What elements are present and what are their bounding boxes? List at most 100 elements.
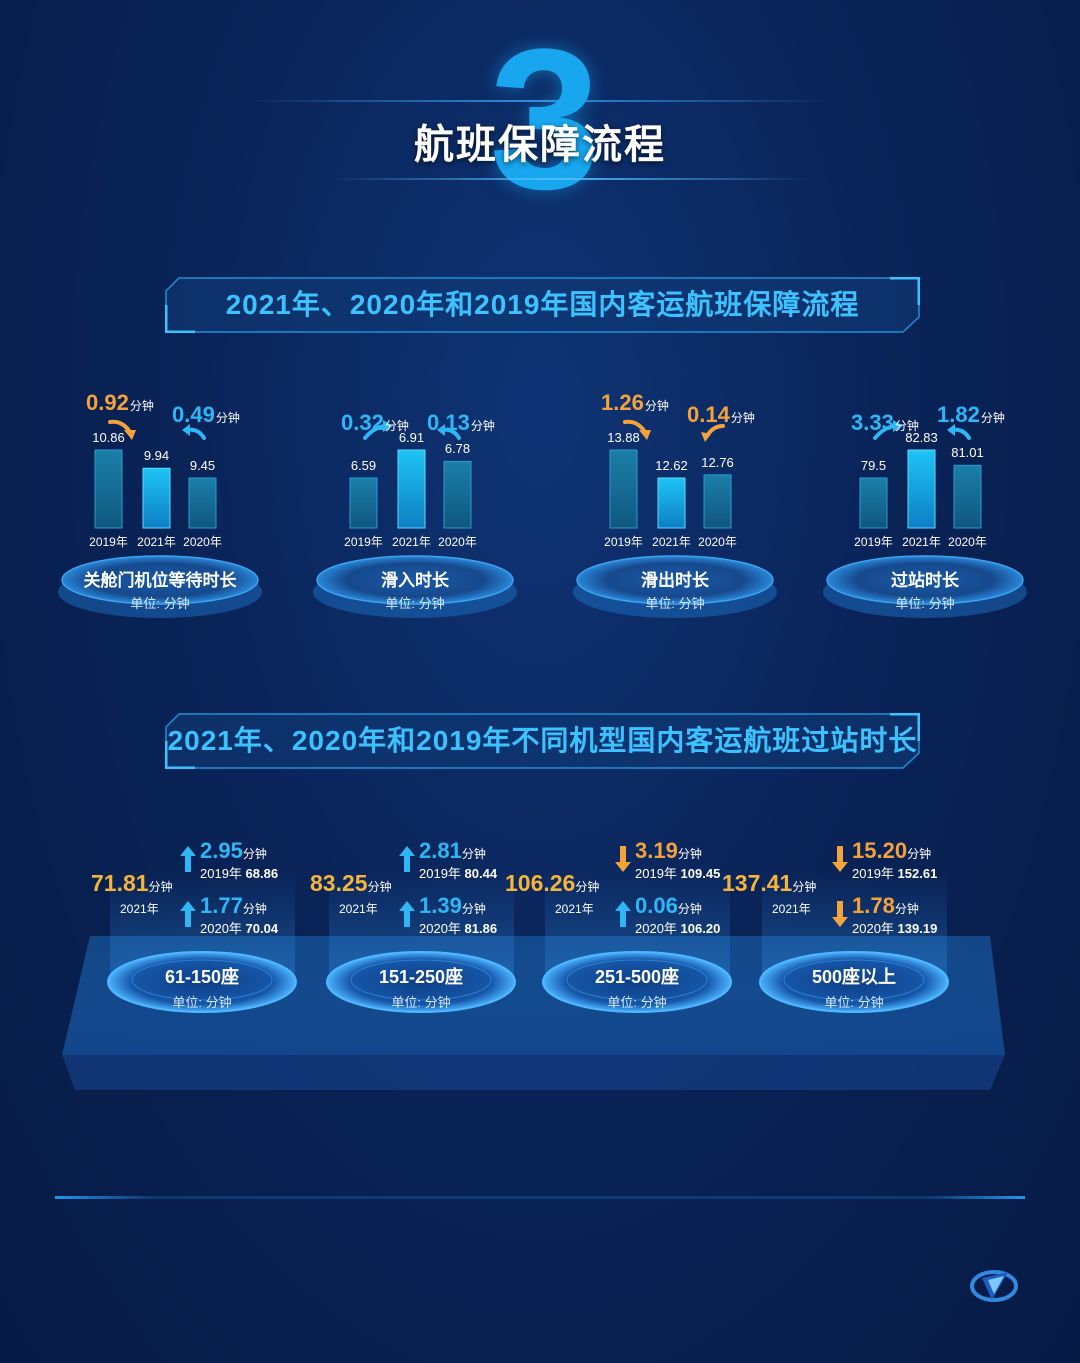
seat-change-number: 2.81	[419, 838, 462, 863]
change-value: 0.13分钟	[427, 410, 495, 436]
seat-unit-label: 单位: 分钟	[172, 995, 232, 1010]
seat-ref-value: 70.04	[245, 921, 279, 936]
chart-title: 关舱门机位等待时长	[83, 571, 237, 590]
arrow-up-icon	[399, 846, 415, 872]
seat-group-3: 106.26分钟 2021年 3.19分钟 2019年 109.45 0.06分钟 202…	[505, 830, 753, 1020]
change-unit: 分钟	[644, 399, 669, 413]
seat-ref-year: 2019年	[852, 866, 894, 881]
bar-2021年	[657, 477, 686, 529]
seat-change-value: 2.95分钟	[200, 838, 267, 864]
arrow-up-icon	[180, 901, 196, 927]
header-line-top	[250, 100, 830, 102]
seat-ref-value: 109.45	[680, 866, 721, 881]
seat-group-1: 71.81分钟 2021年 2.95分钟 2019年 68.86 1.77分钟 2020年…	[88, 830, 318, 1020]
seat-change-value: 0.06分钟	[635, 893, 702, 919]
bar-2019年	[609, 449, 638, 529]
seat-reference: 2019年 68.86	[200, 863, 278, 882]
seat-change-value: 2.81分钟	[419, 838, 486, 864]
arrow-head-icon	[383, 420, 393, 432]
seat-change-value: 15.20分钟	[852, 838, 931, 864]
change-number: 0.92	[86, 390, 129, 415]
change-number: 0.49	[172, 402, 215, 427]
seat-change-unit: 分钟	[894, 902, 919, 916]
seat-ref-year: 2019年	[635, 866, 677, 881]
bar-value-label: 10.86	[92, 430, 125, 445]
arrow-up-icon	[399, 901, 415, 927]
bar-2020年	[443, 460, 472, 529]
section2-banner: 2021年、2020年和2019年不同机型国内客运航班过站时长	[165, 713, 920, 769]
seat-ref-year: 2020年	[635, 921, 677, 936]
seat-value-unit: 分钟	[148, 880, 173, 894]
platform-disc	[316, 555, 514, 605]
section1-title: 2021年、2020年和2019年国内客运航班保障流程	[225, 289, 860, 320]
bar-year-label: 2019年	[89, 535, 128, 549]
bar-year-label: 2019年	[604, 535, 643, 549]
change-unit: 分钟	[470, 419, 495, 433]
bar-value-label: 9.94	[143, 448, 170, 464]
bar-value-label: 81.01	[951, 445, 984, 461]
seat-reference: 2019年 152.61	[852, 863, 937, 882]
change-number: 0.13	[427, 410, 470, 435]
seat-change-unit: 分钟	[677, 847, 702, 861]
chart-unit: 单位: 分钟	[130, 596, 190, 611]
seat-ref-value: 139.19	[897, 921, 938, 936]
chart-title: 滑入时长	[381, 571, 449, 590]
seat-ref-value: 81.86	[464, 921, 498, 936]
seat-reference: 2020年 70.04	[200, 918, 278, 937]
change-number: 3.33	[851, 410, 894, 435]
bar-2020年	[953, 464, 982, 529]
change-number: 1.26	[601, 390, 644, 415]
page-title: 航班保障流程	[414, 123, 666, 167]
seat-value-2021: 71.81分钟	[91, 870, 173, 897]
chart-unit: 单位: 分钟	[645, 596, 705, 611]
bottom-divider	[55, 1196, 1025, 1199]
change-unit: 分钟	[894, 419, 919, 433]
chart-unit: 单位: 分钟	[895, 596, 955, 611]
change-value: 0.14分钟	[687, 402, 755, 428]
chart-title: 过站时长	[891, 571, 959, 590]
bar-2019年	[859, 477, 888, 529]
change-value: 0.92分钟	[86, 390, 154, 416]
arrow-head-icon	[893, 420, 903, 432]
seat-reference: 2020年 81.86	[419, 918, 497, 937]
arrow-down-icon	[615, 846, 631, 872]
caac-logo-icon	[970, 1270, 1018, 1302]
seat-platform	[326, 870, 516, 1013]
seat-unit-label: 单位: 分钟	[824, 995, 884, 1010]
platform-disc	[61, 555, 259, 605]
change-unit: 分钟	[730, 411, 755, 425]
chart-unit: 单位: 分钟	[385, 596, 445, 611]
arrow-up-icon	[180, 846, 196, 872]
change-value: 1.82分钟	[937, 402, 1005, 428]
seat-year-label: 2021年	[339, 902, 378, 916]
arrow-head-icon	[947, 424, 955, 436]
section2-title: 2021年、2020年和2019年不同机型国内客运航班过站时长	[167, 725, 918, 756]
header-line-bottom	[330, 178, 810, 180]
bar-year-label: 2020年	[948, 535, 987, 549]
chart-svg	[58, 419, 262, 618]
bar-value-label: 12.62	[655, 458, 688, 473]
arrow-head-icon	[124, 430, 136, 440]
arrow-head-icon	[701, 432, 711, 442]
seat-change-value: 1.39分钟	[419, 893, 486, 919]
arrow-head-icon	[639, 430, 651, 440]
seat-platform	[759, 870, 949, 1013]
seat-year-label: 2021年	[772, 902, 811, 916]
seat-value-number: 83.25	[310, 870, 368, 896]
seat-reference: 2019年 80.44	[419, 863, 497, 882]
bar-2021年	[142, 467, 171, 529]
bar-year-label: 2021年	[392, 535, 431, 549]
bar-value-label: 13.88	[607, 430, 640, 445]
bar-value-label: 6.59	[350, 458, 377, 473]
seat-value-2021: 137.41分钟	[722, 870, 816, 897]
seat-ref-year: 2020年	[200, 921, 242, 936]
seat-value-unit: 分钟	[367, 880, 392, 894]
change-number: 0.32	[341, 410, 384, 435]
change-unit: 分钟	[129, 399, 154, 413]
bar-year-label: 2020年	[698, 535, 737, 549]
seat-change-unit: 分钟	[907, 847, 932, 861]
process-chart-2: 6.59 2019年 6.91 2021年 6.78 2020年 0.32分钟 0.13分钟滑…	[305, 380, 525, 630]
bar-year-label: 2019年	[854, 535, 893, 549]
chart-svg	[313, 420, 517, 618]
bar-2020年	[188, 477, 217, 529]
